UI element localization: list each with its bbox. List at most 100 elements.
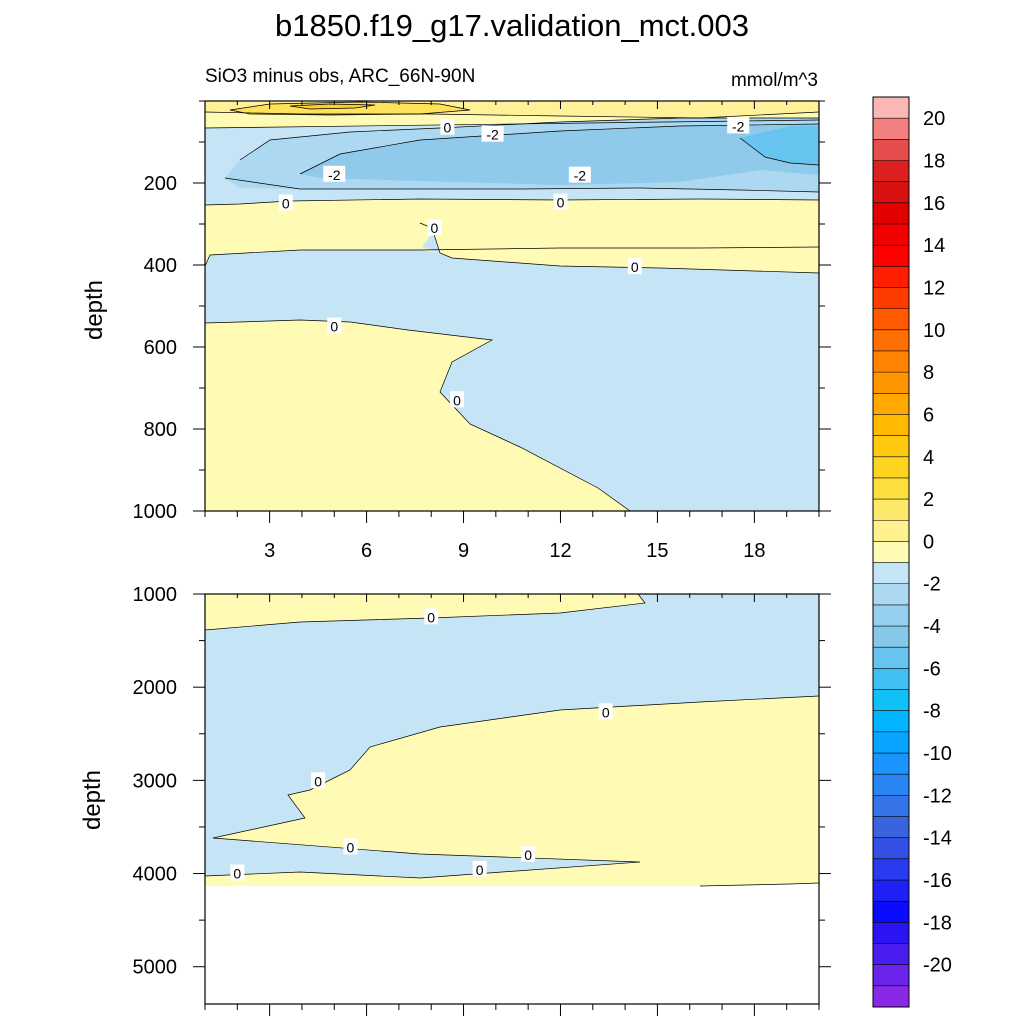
colorbar-label: 8 (923, 362, 934, 384)
upper-contour-label-bg (450, 391, 465, 408)
lower-contour-line (212, 695, 820, 839)
lower-contour-line (699, 882, 820, 887)
colorbar-swatch (873, 626, 909, 648)
lower-contour-labels: 0 0 0 0 0 0 0 (230, 608, 613, 882)
colorbar-label: -16 (923, 870, 952, 892)
colorbar-label: 4 (923, 447, 934, 469)
colorbar-label: 10 (923, 320, 945, 342)
colorbar-swatch (873, 435, 909, 458)
upper-contour-label: 0 (327, 317, 342, 335)
lower-contour-label-bg (311, 772, 326, 789)
upper-y-tick-label: 600 (144, 337, 177, 359)
upper-contour-line (229, 101, 471, 116)
colorbar-swatch (873, 837, 909, 860)
colorbar-swatch (873, 689, 909, 712)
upper-contour-label-bg (327, 317, 342, 334)
upper-y-tick-label: 200 (144, 173, 177, 195)
colorbar-label: -2 (923, 574, 941, 596)
colorbar-frame (872, 96, 910, 1008)
colorbar-label: 16 (923, 193, 945, 215)
lower-contour-label: 0 (230, 864, 245, 882)
colorbar-swatch (873, 604, 909, 627)
upper-contour-label-bg (568, 166, 591, 183)
colorbar-swatch (873, 393, 909, 415)
figure-title: b1850.f19_g17.validation_mct.003 (275, 8, 749, 43)
upper-contour-line (739, 137, 820, 166)
upper-contour-panel: 0 -2 -2 -2 -2 0 0 0 0 0 0 3 6 9 12 15 18 200 400 600 800 100… (81, 100, 831, 562)
colorbar-label: -20 (923, 955, 952, 977)
upper-y-axis-label: depth (81, 280, 108, 340)
lower-contour-label: 0 (472, 860, 487, 878)
lower-y-tick-label: 5000 (133, 957, 178, 979)
upper-contour-label: 0 (440, 118, 455, 136)
lower-contour-label-bg (230, 864, 245, 881)
upper-contour-line (204, 111, 820, 119)
colorbar-label: -12 (923, 785, 952, 807)
upper-y-tick-label: 1000 (133, 501, 178, 523)
colorbar-label: 18 (923, 150, 945, 172)
lower-contour-label-text: 0 (524, 847, 532, 863)
upper-contour-label-text: 0 (330, 319, 338, 335)
lower-contour-label-bg (424, 608, 439, 625)
upper-contour-label-bg (481, 125, 504, 142)
colorbar-swatch (873, 287, 909, 310)
lower-axes: 1000 2000 3000 4000 5000 (133, 584, 831, 1016)
lower-y-tick-label: 1000 (133, 584, 178, 606)
lower-contour-label: 0 (598, 703, 613, 720)
colorbar-swatch (873, 731, 909, 754)
colorbar-swatch (873, 795, 909, 817)
colorbar-swatch (873, 901, 909, 923)
upper-contour-label-bg (727, 117, 750, 134)
colorbar-swatch (873, 308, 909, 331)
upper-negative-mid (205, 223, 819, 511)
lower-contour-label-text: 0 (476, 862, 484, 878)
colorbar-swatch (873, 329, 909, 352)
colorbar-label: 0 (923, 531, 934, 553)
upper-positive-lens-2 (230, 102, 470, 115)
upper-contour-label: 0 (278, 194, 293, 212)
upper-contour-label-text: 0 (557, 195, 565, 211)
lower-contour-label: 0 (521, 845, 536, 863)
colorbar-swatch (873, 223, 909, 246)
colorbar-swatch (873, 118, 909, 140)
upper-contour-line (289, 103, 376, 110)
colorbar-swatch (873, 477, 909, 500)
upper-contour-line (204, 246, 820, 267)
colorbar-swatch (873, 245, 909, 267)
upper-contour-label-bg (627, 258, 642, 275)
upper-contour-label: -2 (568, 166, 591, 184)
colorbar-swatch (873, 520, 909, 542)
lower-contour-label-bg (472, 860, 487, 877)
upper-contour-label-text: 0 (631, 259, 639, 275)
colorbar-swatch (873, 562, 909, 585)
colorbar-label: -8 (923, 701, 941, 723)
upper-contour-label-bg (427, 219, 442, 236)
colorbar-swatch (873, 816, 909, 839)
upper-contour-line (204, 319, 631, 512)
colorbar-swatch (873, 181, 909, 204)
lower-positive-mid (205, 696, 819, 886)
panel-subtitle-left: SiO3 minus obs, ARC_66N-90N (205, 66, 475, 87)
colorbar-swatch (873, 97, 909, 119)
colorbar-swatch (873, 985, 909, 1008)
upper-contour-lines (204, 101, 820, 512)
upper-contour-label-text: -2 (732, 118, 745, 134)
colorbar-label: -14 (923, 828, 952, 850)
colorbar-swatch (873, 943, 909, 966)
colorbar-swatch (873, 922, 909, 944)
upper-contour-label-text: 0 (443, 120, 451, 136)
upper-contour-label-text: 0 (431, 220, 439, 236)
colorbar-swatch (873, 499, 909, 521)
lower-contour-label-bg (598, 703, 613, 720)
lower-negative-lens (205, 838, 640, 878)
lower-contour-label-bg (343, 838, 358, 855)
upper-contour-label-text: 0 (282, 196, 290, 212)
lower-contour-label-bg (521, 845, 536, 862)
upper-contour-line (204, 198, 820, 206)
upper-contour-label-bg (323, 165, 346, 182)
upper-negative-core (740, 126, 819, 165)
colorbar-swatch (873, 964, 909, 987)
lower-positive-bottom (205, 862, 819, 886)
